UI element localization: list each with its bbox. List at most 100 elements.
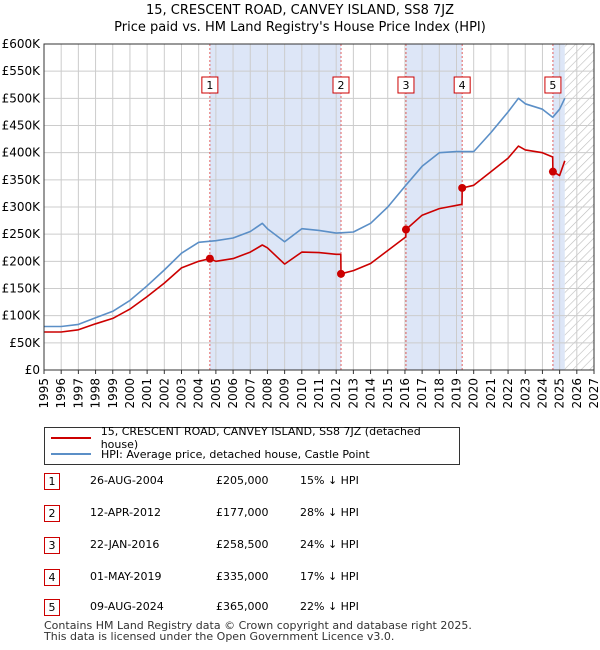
sale-marker-label: 2 [338,79,345,92]
sale-marker-box [332,76,350,94]
y-tick-label: £550K [2,64,42,78]
sale-row: 2 12-APR-2012 £177,000 28% ↓ HPI [44,504,564,524]
legend-swatch-hpi [51,453,91,455]
y-tick-label: £300K [2,200,42,214]
sale-marker-box [201,76,219,94]
y-tick-label: £250K [2,227,42,241]
sale-row: 3 22-JAN-2016 £258,500 24% ↓ HPI [44,536,564,556]
x-tick-label: 1996 [54,378,68,409]
sale-point [337,269,345,278]
sale-number-badge: 4 [44,569,60,586]
sale-date: 12-APR-2012 [90,506,162,519]
title-line-2: Price paid vs. HM Land Registry's House … [114,20,486,35]
y-tick-label: £200K [2,254,42,268]
y-tick-label: £500K [2,91,42,105]
sale-hpi-diff: 17% ↓ HPI [300,570,359,583]
sale-marker-box [544,76,562,94]
footer-licence: This data is licensed under the Open Gov… [44,630,395,643]
sale-number-badge: 3 [44,537,60,554]
x-tick-label: 2008 [260,378,274,409]
x-tick-label: 1995 [37,378,51,409]
x-tick-label: 2004 [192,378,206,409]
y-tick-label: £0 [25,363,40,377]
x-tick-label: 1999 [106,378,120,409]
x-tick-label: 2001 [140,378,154,409]
sale-point [548,167,557,176]
x-tick-label: 2023 [518,378,532,409]
y-tick-label: £450K [2,119,42,133]
x-tick-label: 2014 [364,378,378,409]
x-tick-label: 2021 [484,378,498,409]
legend-item-property: 15, CRESCENT ROAD, CANVEY ISLAND, SS8 7J… [51,425,459,451]
x-tick-label: 2006 [226,378,240,409]
footer: Contains HM Land Registry data © Crown c… [44,620,472,642]
x-tick-label: 2010 [295,378,309,409]
y-tick-label: £100K [2,309,42,323]
x-tick-label: 2020 [467,378,481,409]
title-line-1: 15, CRESCENT ROAD, CANVEY ISLAND, SS8 7J… [146,3,454,18]
sale-price: £258,500 [216,538,269,551]
sale-date: 26-AUG-2004 [90,474,164,487]
legend-item-hpi: HPI: Average price, detached house, Cast… [51,446,370,462]
sale-hpi-diff: 24% ↓ HPI [300,538,359,551]
price-chart: 1 2 3 4 5 £0 £50K £100K £150K £200K £250K £300K £35… [2,37,600,409]
sale-date: 22-JAN-2016 [90,538,160,551]
sale-hpi-diff: 28% ↓ HPI [300,506,359,519]
x-tick-label: 2016 [398,378,412,409]
legend-label-hpi: HPI: Average price, detached house, Cast… [101,447,370,461]
plot-frame [43,43,595,371]
x-tick-label: 2024 [535,378,549,409]
y-tick-label: £150K [2,282,42,296]
sale-date: 09-AUG-2024 [90,600,164,613]
x-tick-label: 2000 [123,378,137,409]
sale-marker-label: 1 [206,79,213,92]
x-tick-label: 1997 [71,378,85,409]
property-series-line [44,145,566,333]
sale-marker-label: 4 [459,79,466,92]
sale-marker-label: 5 [549,79,556,92]
x-tick-label: 2012 [329,378,343,409]
sale-marker-label: 3 [402,79,409,92]
x-tick-label: 2007 [243,378,257,409]
sale-marker-box [453,76,471,94]
sale-row: 5 09-AUG-2024 £365,000 22% ↓ HPI [44,598,564,618]
sale-price: £205,000 [216,474,269,487]
sale-point [401,225,410,234]
sale-price: £365,000 [216,600,269,613]
sale-point [205,254,214,263]
x-tick-label: 2022 [501,378,515,409]
x-tick-label: 2015 [381,378,395,409]
y-tick-label: £350K [2,173,42,187]
x-tick-label: 2019 [450,378,464,409]
y-tick-label: £600K [2,37,42,51]
sale-number-badge: 5 [44,599,60,616]
legend-label-property: 15, CRESCENT ROAD, CANVEY ISLAND, SS8 7J… [100,425,421,451]
sale-hpi-diff: 22% ↓ HPI [300,600,359,613]
x-tick-label: 2005 [209,378,223,409]
y-tick-label: £50K [9,336,41,350]
sale-marker-box [397,76,415,94]
x-tick-label: 2003 [175,378,189,409]
legend: 15, CRESCENT ROAD, CANVEY ISLAND, SS8 7J… [44,425,460,465]
x-tick-label: 1998 [89,378,103,409]
sale-row: 4 01-MAY-2019 £335,000 17% ↓ HPI [44,568,564,588]
x-tick-label: 2018 [432,378,446,409]
x-tick-label: 2011 [312,378,326,409]
sale-point [458,183,467,192]
x-tick-label: 2027 [587,378,600,409]
footer-copyright: Contains HM Land Registry data © Crown c… [44,619,472,632]
chart-title: 15, CRESCENT ROAD, CANVEY ISLAND, SS8 7J… [0,2,600,36]
sale-row: 1 26-AUG-2004 £205,000 15% ↓ HPI [44,472,564,492]
x-tick-label: 2026 [570,378,584,409]
sale-hpi-diff: 15% ↓ HPI [300,474,359,487]
sale-price: £335,000 [216,570,269,583]
sale-number-badge: 2 [44,505,60,522]
x-tick-label: 2009 [278,378,292,409]
x-tick-label: 2013 [346,378,360,409]
hpi-series-line [44,97,566,328]
legend-swatch-property [51,437,91,439]
x-tick-label: 2002 [157,378,171,409]
y-tick-label: £400K [2,146,42,160]
sale-number-badge: 1 [44,473,60,490]
x-tick-label: 2017 [415,378,429,409]
